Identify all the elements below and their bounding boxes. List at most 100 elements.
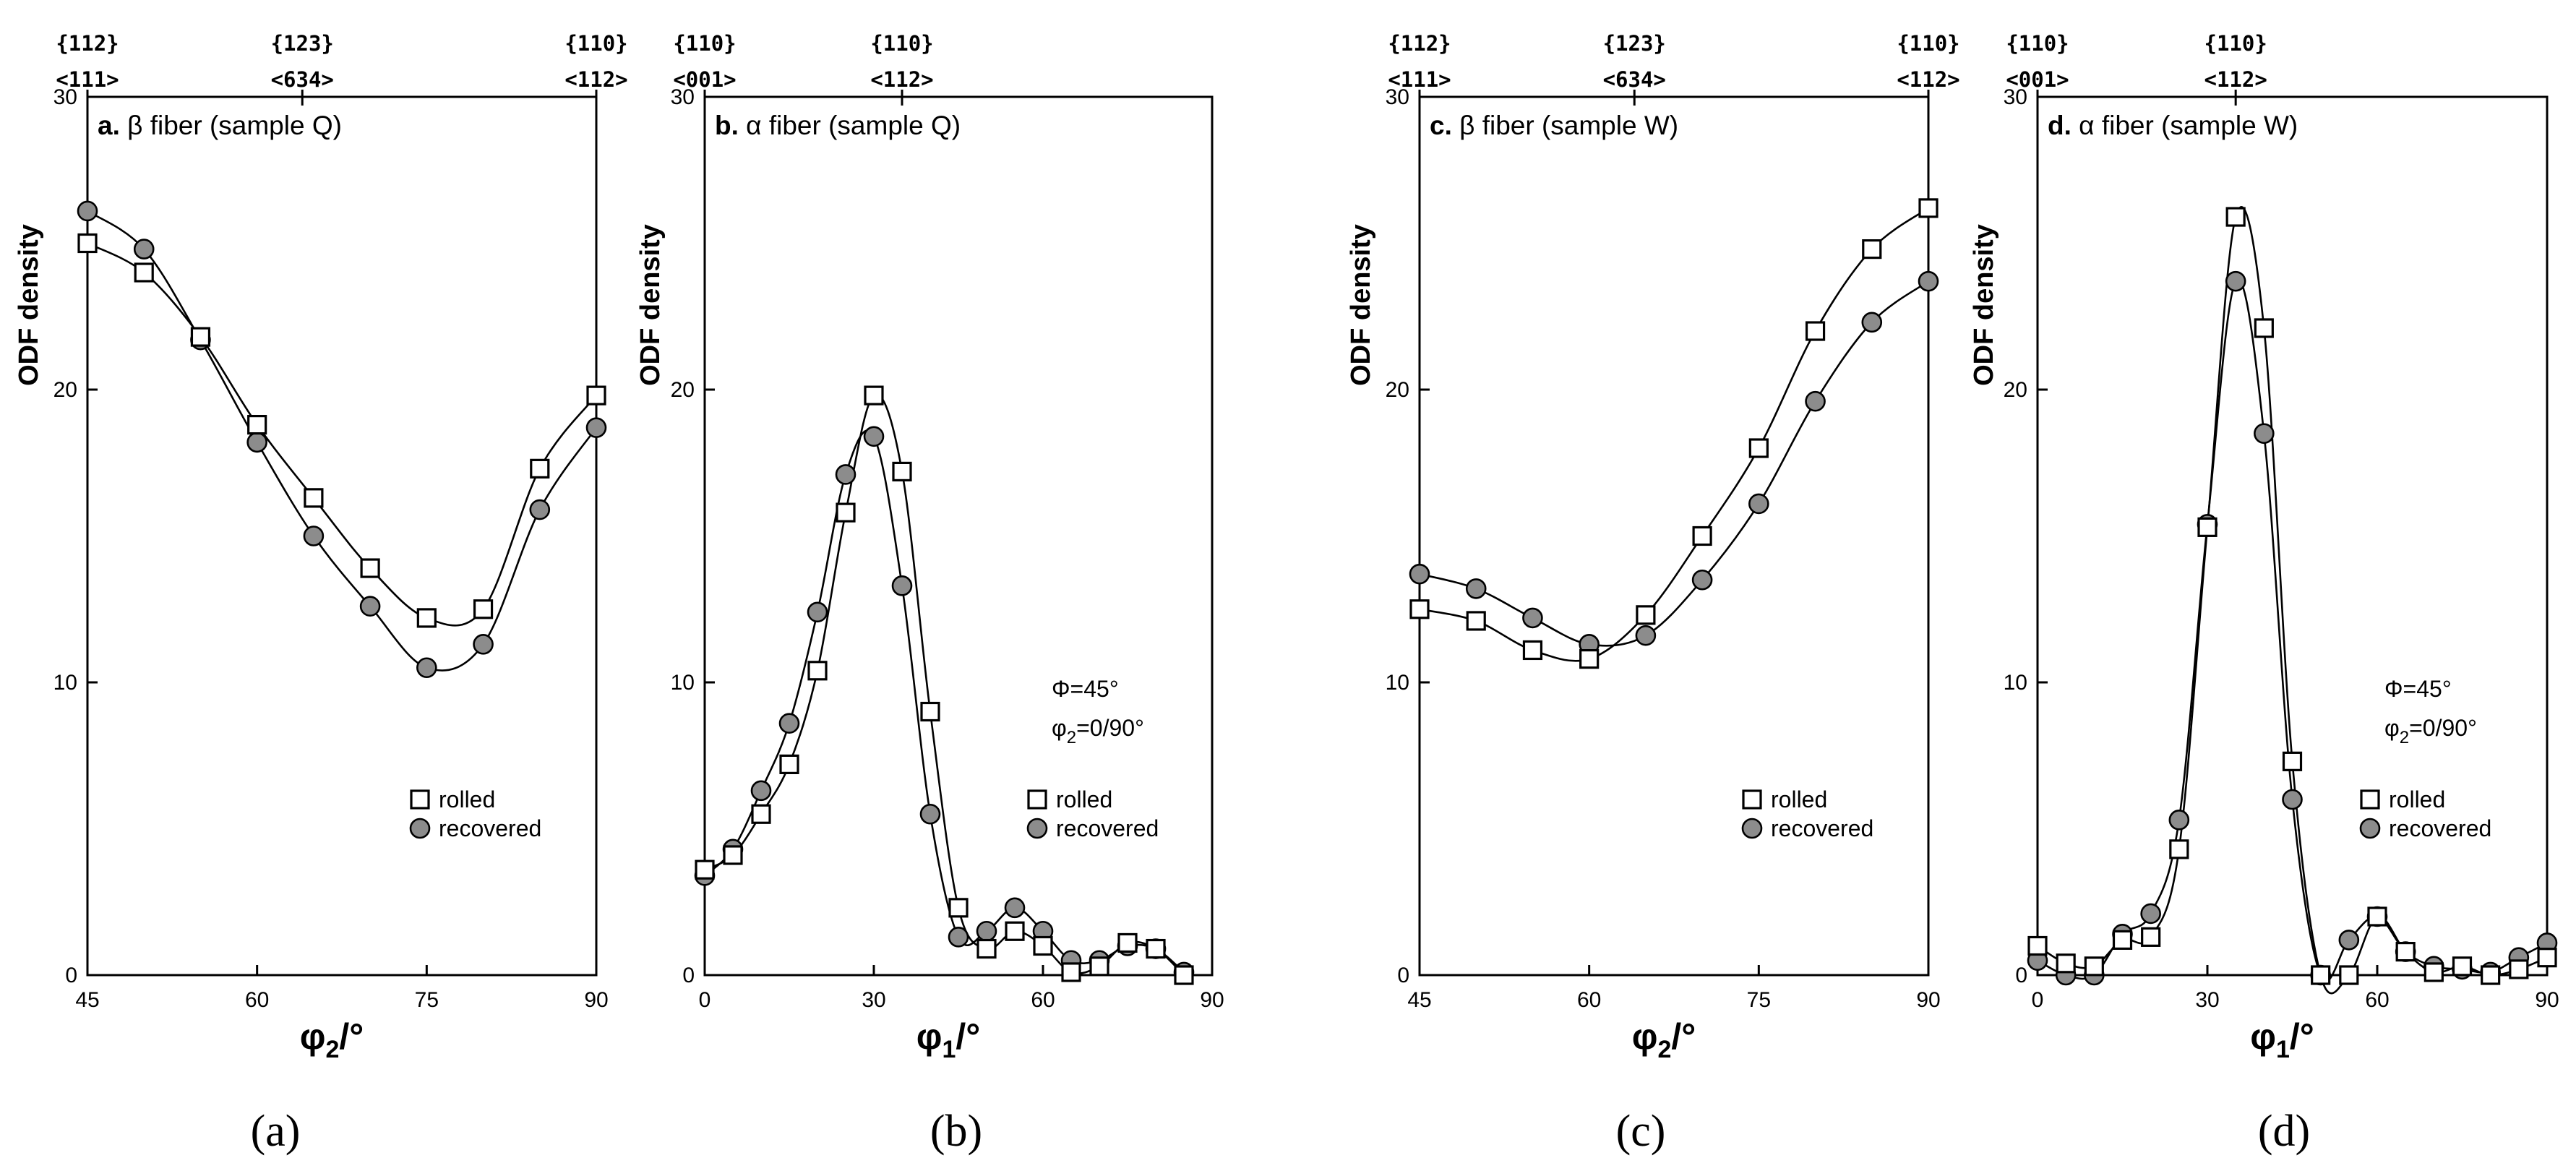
data-point-rolled bbox=[1061, 962, 1081, 982]
data-point-recovered bbox=[1918, 270, 1939, 292]
data-point-rolled bbox=[2339, 965, 2359, 985]
data-point-recovered bbox=[948, 927, 969, 948]
data-point-recovered bbox=[2254, 423, 2275, 445]
data-point-recovered bbox=[1748, 493, 1769, 515]
plot-frame bbox=[2036, 95, 2549, 977]
data-point-rolled bbox=[1579, 648, 1600, 669]
y-tick-label: 0 bbox=[1397, 964, 1409, 987]
data-point-recovered bbox=[77, 200, 98, 222]
data-point-rolled bbox=[723, 845, 743, 865]
x-tick-label: 45 bbox=[1407, 988, 1431, 1012]
data-point-rolled bbox=[2254, 318, 2274, 338]
data-point-recovered bbox=[835, 464, 856, 485]
y-tick-label: 30 bbox=[2004, 85, 2027, 109]
panel-d: 0 10 20 30 0 30 60 90 {110} <001> {110} <112> ODF de… bbox=[1969, 31, 2559, 1156]
data-point-rolled bbox=[1117, 932, 1138, 953]
x-tick-label: 75 bbox=[1747, 988, 1771, 1012]
legend-rolled-marker bbox=[1027, 789, 1047, 810]
top-direction-label: <112> bbox=[2204, 67, 2267, 92]
data-point-rolled bbox=[1918, 198, 1939, 218]
panel-title: a. β fiber (sample Q) bbox=[98, 111, 342, 140]
y-tick-label: 20 bbox=[671, 378, 695, 402]
legend-rolled-label: rolled bbox=[439, 786, 495, 812]
data-point-rolled bbox=[2282, 751, 2303, 771]
panel-a: 0 10 20 30 45 60 75 90 {112} <111> {123} <634> {110}… bbox=[14, 31, 628, 1156]
annotation-phi2: φ2=0/90° bbox=[1052, 715, 1144, 747]
top-direction-label: <112> bbox=[870, 67, 933, 92]
top-direction-label: <111> bbox=[1388, 67, 1451, 92]
y-tick-label: 0 bbox=[65, 964, 77, 987]
x-axis-label: φ1/° bbox=[2250, 1016, 2314, 1063]
data-point-recovered bbox=[585, 417, 607, 438]
data-point-recovered bbox=[1805, 390, 1826, 412]
top-direction-label: <001> bbox=[2006, 67, 2069, 92]
top-plane-label: {110} bbox=[1897, 31, 1959, 56]
data-point-rolled bbox=[1522, 640, 1543, 661]
plot-frame bbox=[1418, 95, 1930, 977]
data-point-rolled bbox=[2056, 953, 2076, 974]
data-point-rolled bbox=[695, 859, 715, 880]
y-tick-label: 30 bbox=[671, 85, 695, 109]
data-point-recovered bbox=[976, 920, 997, 942]
data-point-rolled bbox=[2311, 965, 2331, 985]
top-direction-label: <634> bbox=[271, 67, 334, 92]
data-point-recovered bbox=[891, 575, 913, 596]
y-tick-label: 0 bbox=[682, 964, 695, 987]
data-point-rolled bbox=[836, 502, 856, 523]
data-point-rolled bbox=[1466, 611, 1486, 631]
y-tick-label: 20 bbox=[53, 378, 77, 402]
plot-frame bbox=[703, 95, 1214, 977]
panel-title: c. β fiber (sample W) bbox=[1430, 111, 1678, 140]
data-point-rolled bbox=[247, 414, 267, 435]
data-point-recovered bbox=[807, 601, 828, 623]
x-tick-label: 45 bbox=[75, 988, 99, 1012]
data-point-recovered bbox=[1004, 897, 1026, 919]
data-point-rolled bbox=[2169, 839, 2189, 859]
top-plane-label: {123} bbox=[1603, 31, 1666, 56]
top-plane-label: {110} bbox=[673, 31, 736, 56]
y-tick-label: 20 bbox=[2004, 378, 2027, 402]
legend-recovered-label: recovered bbox=[1056, 815, 1159, 841]
plot-frame bbox=[86, 95, 598, 977]
x-axis-label: φ1/° bbox=[916, 1016, 981, 1063]
top-plane-label: {110} bbox=[2006, 31, 2069, 56]
x-tick-label: 60 bbox=[1577, 988, 1601, 1012]
top-direction-label: <001> bbox=[673, 67, 736, 92]
data-point-rolled bbox=[892, 461, 912, 482]
data-point-recovered bbox=[1409, 563, 1430, 585]
data-point-recovered bbox=[1522, 607, 1543, 629]
panel-c: 0 10 20 30 45 60 75 90 {112} <111> {123} <634> {110}… bbox=[1346, 31, 1960, 1156]
data-point-rolled bbox=[2423, 962, 2444, 982]
panel-caption: (b) bbox=[930, 1107, 982, 1156]
top-plane-label: {110} bbox=[870, 31, 933, 56]
data-point-recovered bbox=[2282, 789, 2303, 810]
y-tick-label: 10 bbox=[2004, 671, 2027, 695]
x-axis-label: φ2/° bbox=[300, 1016, 364, 1063]
y-tick-label: 10 bbox=[671, 671, 695, 695]
data-point-rolled bbox=[473, 599, 494, 619]
top-direction-label: <112> bbox=[1897, 67, 1959, 92]
data-point-rolled bbox=[2395, 941, 2416, 962]
data-point-rolled bbox=[1748, 438, 1769, 458]
y-tick-label: 30 bbox=[53, 85, 77, 109]
y-tick-label: 20 bbox=[1386, 378, 1409, 402]
data-point-recovered bbox=[473, 634, 494, 655]
series-line-recovered bbox=[87, 210, 598, 672]
x-tick-label: 0 bbox=[2032, 988, 2044, 1012]
data-point-rolled bbox=[1692, 526, 1712, 546]
panel-caption: (c) bbox=[1616, 1107, 1666, 1156]
top-plane-label: {123} bbox=[271, 31, 334, 56]
data-point-rolled bbox=[2141, 927, 2161, 947]
data-point-recovered bbox=[1691, 569, 1713, 591]
data-point-rolled bbox=[864, 385, 884, 406]
x-tick-label: 0 bbox=[699, 988, 711, 1012]
data-point-rolled bbox=[77, 233, 98, 254]
top-plane-label: {112} bbox=[1388, 31, 1451, 56]
data-point-rolled bbox=[2027, 935, 2048, 956]
data-point-rolled bbox=[1146, 938, 1166, 959]
data-point-recovered bbox=[778, 713, 800, 734]
series-line-recovered bbox=[2037, 278, 2548, 982]
data-point-rolled bbox=[1862, 239, 1882, 259]
y-tick-label: 10 bbox=[53, 671, 77, 695]
